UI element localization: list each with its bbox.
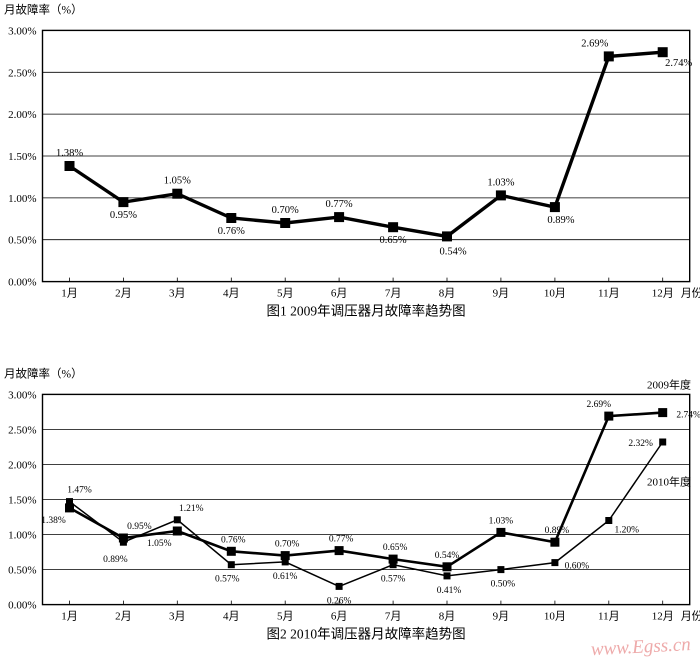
svg-text:3.00%: 3.00% — [8, 389, 36, 401]
svg-text:3.00%: 3.00% — [8, 25, 36, 37]
svg-text:8月: 8月 — [439, 611, 456, 623]
svg-text:6月: 6月 — [331, 288, 348, 300]
svg-text:2.50%: 2.50% — [8, 67, 36, 79]
svg-text:7月: 7月 — [385, 611, 402, 623]
svg-text:0.89%: 0.89% — [545, 526, 570, 536]
svg-text:0.26%: 0.26% — [327, 596, 352, 606]
svg-text:0.89%: 0.89% — [103, 555, 128, 565]
svg-text:1.38%: 1.38% — [56, 148, 83, 159]
svg-text:1.50%: 1.50% — [8, 495, 36, 507]
svg-text:4月: 4月 — [223, 288, 240, 300]
svg-text:8月: 8月 — [439, 288, 456, 300]
svg-text:0.50%: 0.50% — [491, 580, 516, 590]
svg-text:0.70%: 0.70% — [275, 540, 300, 550]
svg-text:2.00%: 2.00% — [8, 460, 36, 472]
svg-text:0.54%: 0.54% — [435, 551, 460, 561]
svg-text:4月: 4月 — [223, 611, 240, 623]
svg-text:0.57%: 0.57% — [381, 575, 406, 585]
svg-text:2.69%: 2.69% — [587, 400, 612, 410]
svg-text:2.50%: 2.50% — [8, 424, 36, 436]
svg-text:1.50%: 1.50% — [8, 151, 36, 163]
svg-text:0.60%: 0.60% — [565, 562, 590, 572]
svg-text:2月: 2月 — [115, 611, 132, 623]
svg-text:www.Egss.cn: www.Egss.cn — [590, 634, 691, 658]
svg-text:2.32%: 2.32% — [628, 439, 653, 449]
svg-text:5月: 5月 — [277, 611, 294, 623]
svg-text:0.77%: 0.77% — [326, 199, 353, 210]
svg-text:图2 2010年调压器月故障率趋势图: 图2 2010年调压器月故障率趋势图 — [267, 626, 466, 642]
svg-text:11月: 11月 — [598, 288, 620, 300]
svg-text:月份: 月份 — [681, 287, 700, 300]
svg-text:0.41%: 0.41% — [437, 586, 462, 596]
svg-text:0.61%: 0.61% — [273, 572, 298, 582]
svg-text:0.77%: 0.77% — [329, 535, 354, 545]
svg-text:3月: 3月 — [169, 611, 186, 623]
svg-text:月份: 月份 — [681, 610, 700, 623]
svg-text:0.50%: 0.50% — [8, 565, 36, 577]
svg-text:2.74%: 2.74% — [676, 411, 700, 421]
svg-text:月故障率（%）: 月故障率（%） — [4, 2, 83, 16]
svg-text:1.05%: 1.05% — [147, 539, 172, 549]
svg-text:2.69%: 2.69% — [581, 38, 608, 49]
svg-text:图1 2009年调压器月故障率趋势图: 图1 2009年调压器月故障率趋势图 — [267, 303, 466, 319]
svg-text:11月: 11月 — [598, 611, 620, 623]
svg-text:1.00%: 1.00% — [8, 530, 36, 542]
svg-text:1月: 1月 — [61, 611, 78, 623]
svg-text:0.76%: 0.76% — [221, 535, 246, 545]
svg-text:0.54%: 0.54% — [439, 246, 466, 257]
svg-text:0.89%: 0.89% — [547, 215, 574, 226]
svg-text:1.03%: 1.03% — [489, 516, 514, 526]
svg-text:2010年度: 2010年度 — [647, 475, 691, 489]
svg-text:0.65%: 0.65% — [383, 543, 408, 553]
svg-text:2.74%: 2.74% — [665, 58, 692, 69]
svg-text:0.57%: 0.57% — [215, 575, 240, 585]
svg-text:1.03%: 1.03% — [487, 177, 514, 188]
svg-text:0.95%: 0.95% — [127, 522, 152, 532]
svg-text:2月: 2月 — [115, 288, 132, 300]
svg-text:0.65%: 0.65% — [380, 235, 407, 246]
svg-text:6月: 6月 — [331, 611, 348, 623]
svg-text:1.05%: 1.05% — [164, 176, 191, 187]
svg-text:12月: 12月 — [652, 288, 674, 300]
svg-text:1月: 1月 — [61, 288, 78, 300]
svg-text:月故障率（%）: 月故障率（%） — [4, 366, 83, 380]
svg-text:3月: 3月 — [169, 288, 186, 300]
svg-text:1.20%: 1.20% — [615, 526, 640, 536]
svg-text:0.50%: 0.50% — [8, 235, 36, 247]
svg-text:1.38%: 1.38% — [41, 516, 66, 526]
svg-text:0.70%: 0.70% — [272, 205, 299, 216]
svg-text:10月: 10月 — [544, 288, 566, 300]
svg-text:7月: 7月 — [385, 288, 402, 300]
svg-text:12月: 12月 — [652, 611, 674, 623]
svg-text:10月: 10月 — [544, 611, 566, 623]
svg-text:9月: 9月 — [493, 611, 510, 623]
svg-text:2.00%: 2.00% — [8, 109, 36, 121]
svg-text:0.76%: 0.76% — [218, 226, 245, 237]
svg-text:1.47%: 1.47% — [67, 486, 92, 496]
svg-text:5月: 5月 — [277, 288, 294, 300]
svg-text:9月: 9月 — [493, 288, 510, 300]
svg-text:2009年度: 2009年度 — [647, 378, 691, 392]
svg-text:1.21%: 1.21% — [179, 504, 204, 514]
svg-text:1.00%: 1.00% — [8, 193, 36, 205]
svg-text:0.00%: 0.00% — [8, 600, 36, 612]
svg-text:0.95%: 0.95% — [110, 210, 137, 221]
svg-text:0.00%: 0.00% — [8, 277, 36, 289]
